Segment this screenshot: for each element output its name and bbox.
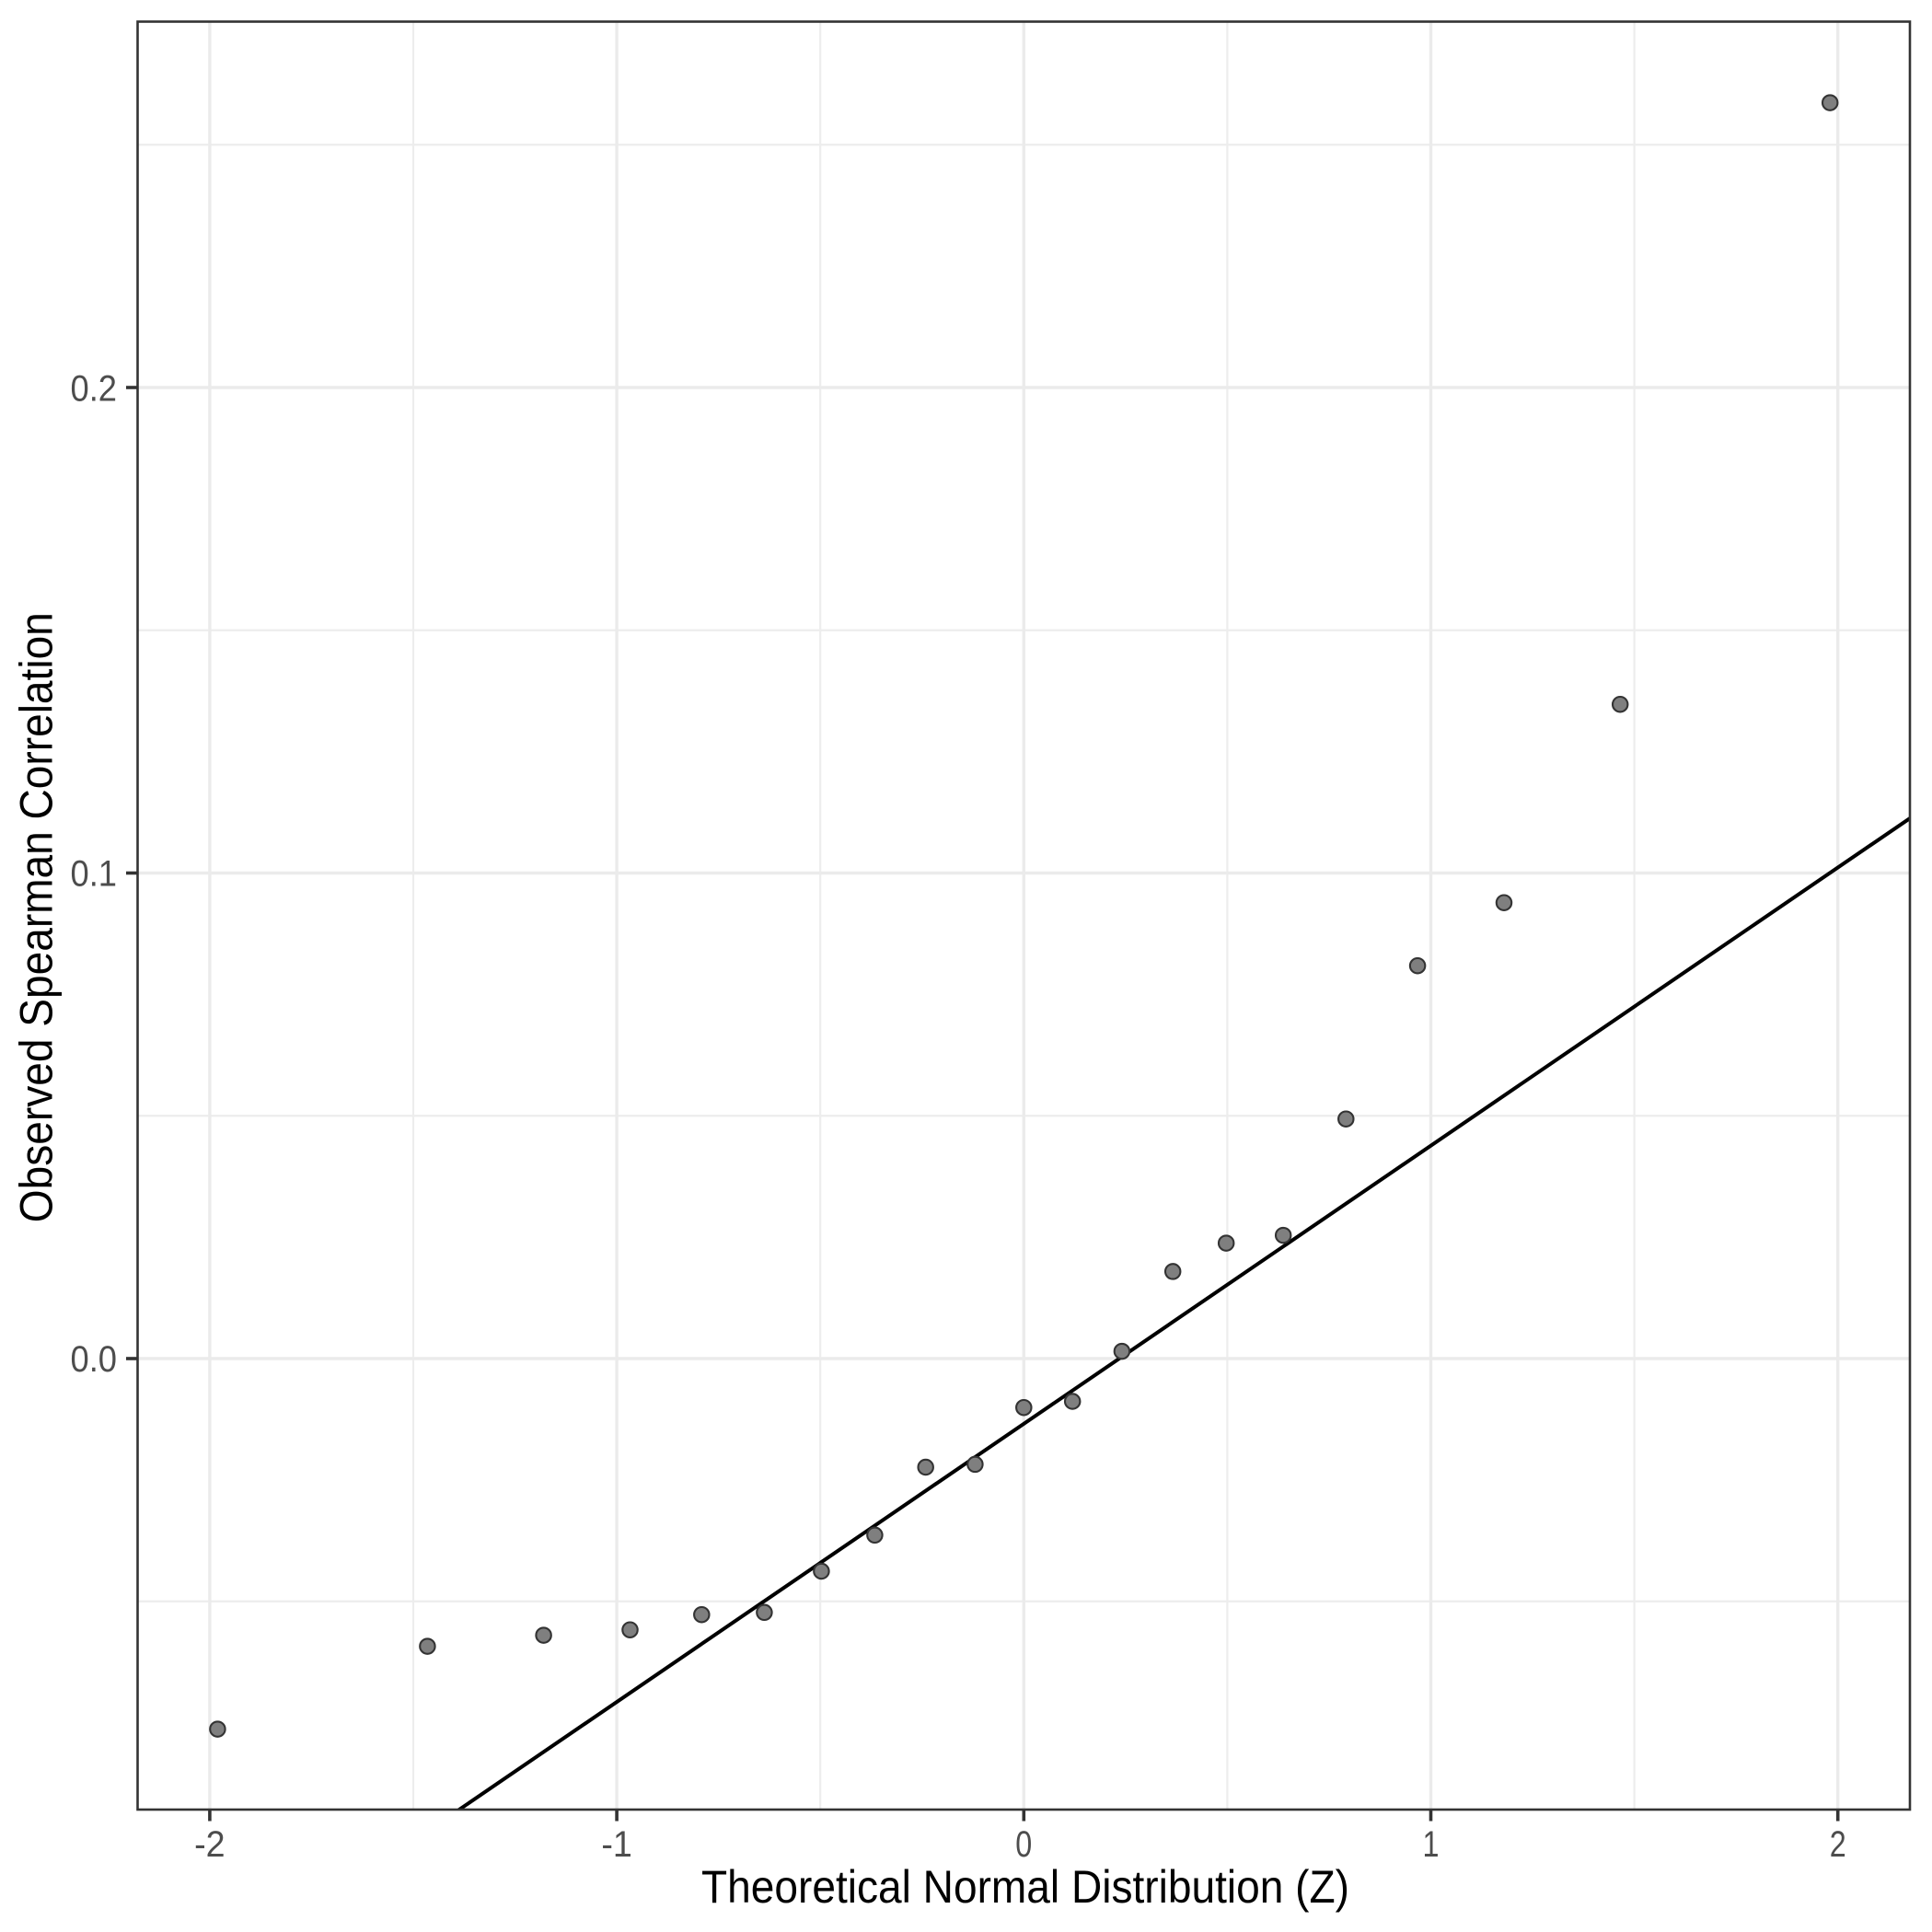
svg-text:0.0: 0.0 xyxy=(71,1339,118,1380)
svg-text:-1: -1 xyxy=(601,1824,632,1865)
svg-text:-2: -2 xyxy=(194,1824,226,1865)
svg-text:0.2: 0.2 xyxy=(71,369,118,410)
svg-text:Theoretical Normal Distributio: Theoretical Normal Distribution (Z) xyxy=(701,1861,1349,1913)
svg-text:Observed Spearman Correlation: Observed Spearman Correlation xyxy=(11,612,63,1222)
svg-text:0.1: 0.1 xyxy=(71,854,118,895)
svg-text:1: 1 xyxy=(1423,1824,1440,1865)
svg-text:2: 2 xyxy=(1830,1824,1846,1865)
svg-text:0: 0 xyxy=(1015,1824,1032,1865)
